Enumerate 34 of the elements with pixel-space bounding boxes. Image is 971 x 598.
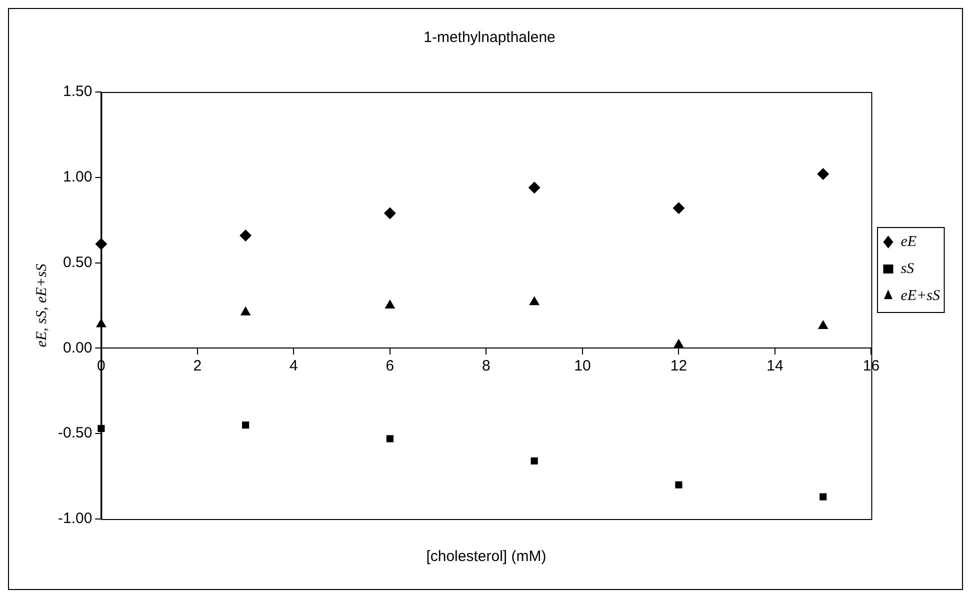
point [529,296,540,306]
x-tick-label: 4 [290,357,298,374]
point [675,481,682,488]
chart-title: 1-methylnapthalene [424,29,556,46]
y-tick-label: -1.00 [58,510,92,528]
y-tick-label: 1.50 [62,83,92,100]
y-tick-label: 0.00 [62,339,92,356]
point [528,182,540,194]
point [240,229,252,242]
point [384,207,396,220]
x-tick-label: 6 [386,357,394,374]
point [240,306,251,316]
point [530,457,538,464]
x-tick-label: 2 [193,357,202,374]
point [242,422,250,429]
y-tick-label: 1.00 [62,168,92,186]
legend-label: eE [900,234,917,250]
x-tick-label: 8 [482,357,490,374]
x-tick-label: 14 [766,357,784,374]
y-tick-label: 0.50 [62,254,92,271]
y-tick-label: -0.50 [58,424,92,442]
point [674,338,684,348]
point [672,202,685,214]
x-tick-label: 10 [574,357,591,374]
point [818,320,828,329]
x-axis-title: [cholesterol] (mM) [426,548,546,566]
point [386,435,394,442]
point [820,493,827,500]
y-axis-title: eE, sS, eE+sS [34,263,50,348]
point [384,300,396,308]
legend-label: sS [900,260,915,277]
legend-label: eE+sS [900,288,940,304]
x-tick-label: 12 [670,357,688,374]
point [817,168,830,180]
